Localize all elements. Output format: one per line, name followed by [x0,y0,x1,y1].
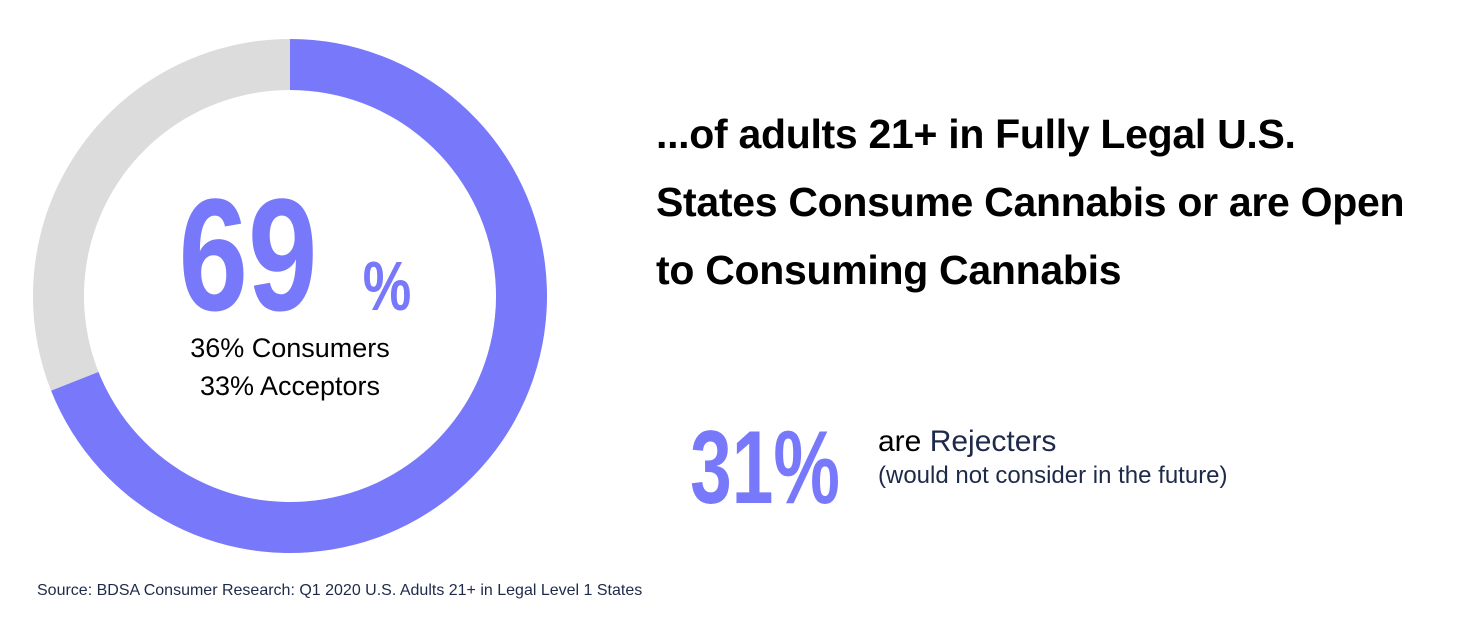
headline: ...of adults 21+ in Fully Legal U.S. Sta… [656,100,1446,304]
headline-line-2: States Consume Cannabis or are Open [656,179,1405,225]
donut-slices [32,39,547,553]
rejecters-description: are Rejecters (would not consider in the… [878,424,1228,492]
rejecters-prefix: are [878,425,930,458]
donut-center-unit: % [363,248,412,326]
rejecters-note: (would not consider in the future) [878,462,1228,489]
donut-slice-rejecters [32,39,291,391]
donut-chart: 69 % 36% Consumers 33% Acceptors [32,39,547,553]
rejecters-label-line: are Rejecters [878,424,1228,460]
donut-center-line-acceptors: 33% Acceptors [200,371,380,401]
headline-line-3: to Consuming Cannabis [656,247,1122,293]
donut-center-line-consumers: 36% Consumers [190,333,390,363]
rejecters-percentage-value: 31% [690,415,840,515]
donut-center-value: 69 [179,166,318,344]
source-note: Source: BDSA Consumer Research: Q1 2020 … [37,582,643,599]
rejecters-percentage: 31% [690,415,840,515]
rejecters-label: Rejecters [929,425,1057,458]
headline-line-1: ...of adults 21+ in Fully Legal U.S. [656,111,1296,157]
